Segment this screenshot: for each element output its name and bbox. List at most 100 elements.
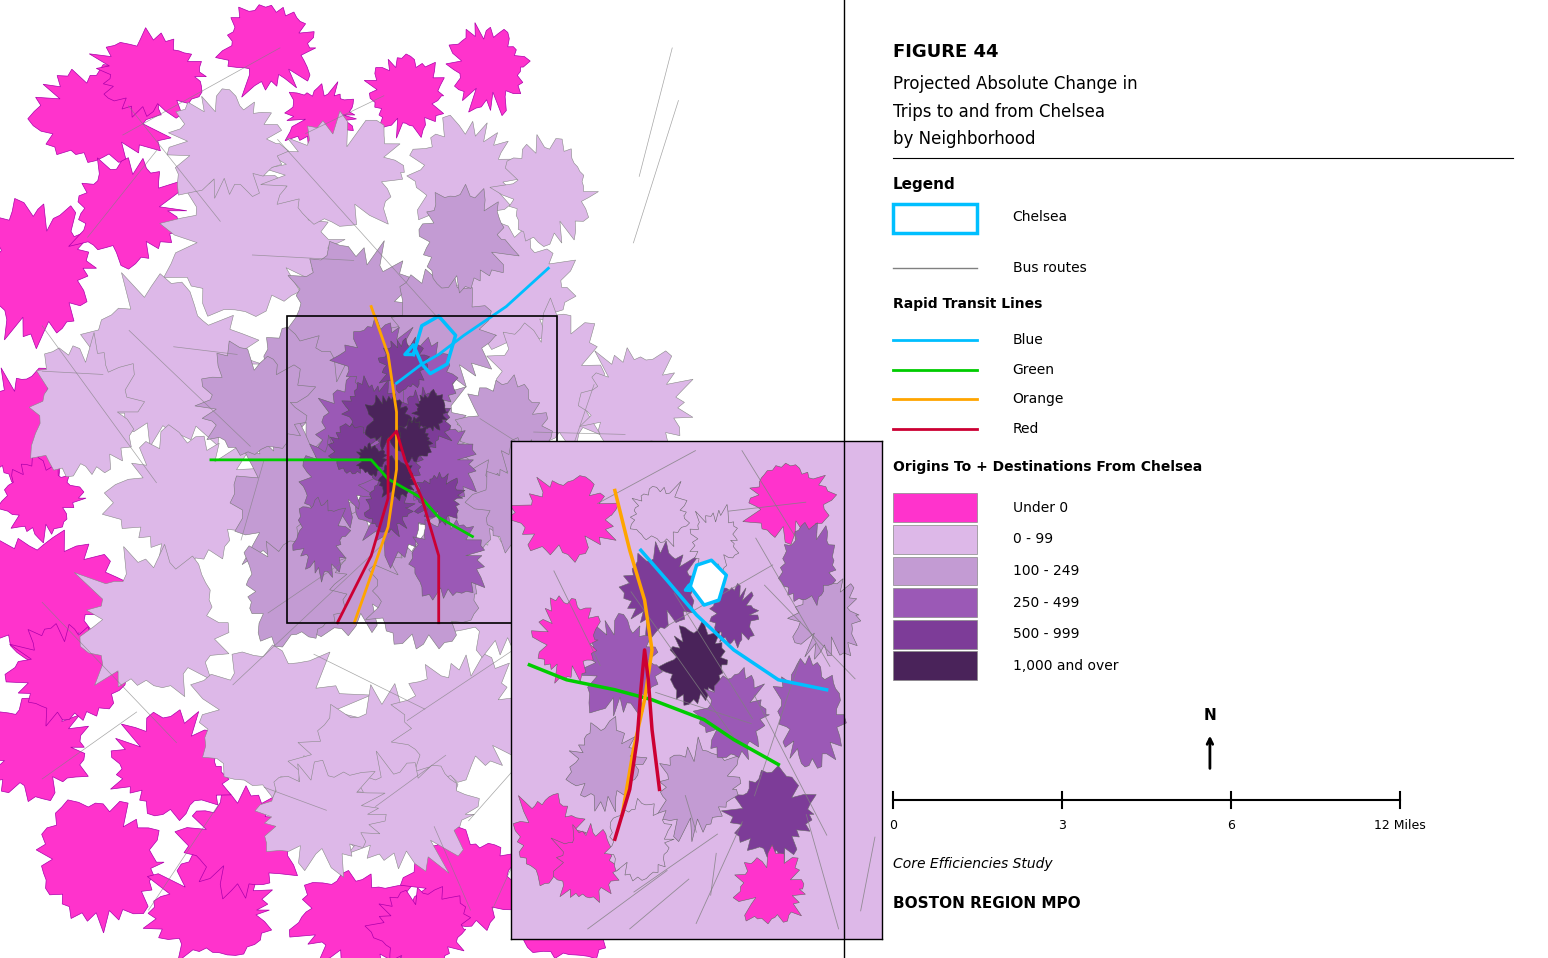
- Polygon shape: [630, 481, 689, 547]
- Polygon shape: [531, 596, 601, 683]
- Text: Orange: Orange: [1012, 393, 1063, 406]
- Polygon shape: [390, 387, 452, 451]
- Bar: [893, 588, 977, 617]
- Polygon shape: [175, 786, 300, 899]
- Polygon shape: [489, 134, 599, 246]
- Polygon shape: [485, 298, 607, 450]
- Polygon shape: [342, 376, 399, 443]
- Polygon shape: [365, 394, 413, 451]
- Text: 100 - 249: 100 - 249: [1012, 564, 1079, 578]
- Polygon shape: [368, 269, 497, 403]
- Polygon shape: [364, 54, 444, 138]
- Polygon shape: [551, 823, 619, 902]
- Polygon shape: [401, 826, 522, 930]
- Polygon shape: [543, 587, 649, 697]
- Polygon shape: [215, 5, 316, 97]
- Polygon shape: [279, 507, 427, 637]
- Polygon shape: [288, 240, 433, 382]
- Polygon shape: [531, 461, 653, 607]
- Text: Projected Absolute Change in: Projected Absolute Change in: [893, 75, 1138, 93]
- Polygon shape: [90, 28, 206, 118]
- Bar: [893, 204, 977, 233]
- Bar: [893, 620, 977, 649]
- Text: Bus routes: Bus routes: [1012, 262, 1087, 275]
- Polygon shape: [260, 111, 404, 226]
- Polygon shape: [743, 463, 836, 544]
- Polygon shape: [455, 375, 553, 485]
- Polygon shape: [709, 583, 759, 648]
- Polygon shape: [364, 425, 423, 490]
- Polygon shape: [401, 418, 477, 504]
- Polygon shape: [330, 315, 415, 410]
- Polygon shape: [293, 497, 351, 582]
- Polygon shape: [36, 800, 164, 933]
- Text: 0 - 99: 0 - 99: [1012, 533, 1053, 546]
- Polygon shape: [579, 348, 694, 467]
- Polygon shape: [656, 620, 728, 705]
- Polygon shape: [409, 513, 485, 600]
- Polygon shape: [396, 417, 433, 464]
- Text: N: N: [1203, 708, 1217, 723]
- Text: Trips to and from Chelsea: Trips to and from Chelsea: [893, 103, 1105, 121]
- Polygon shape: [245, 541, 347, 647]
- Polygon shape: [255, 761, 385, 878]
- Polygon shape: [514, 855, 636, 958]
- Polygon shape: [413, 472, 464, 525]
- Text: Under 0: Under 0: [1012, 501, 1068, 514]
- Polygon shape: [289, 871, 424, 958]
- Polygon shape: [382, 337, 458, 433]
- Bar: [893, 525, 977, 554]
- Text: FIGURE 44: FIGURE 44: [893, 43, 998, 61]
- Bar: [893, 557, 977, 585]
- Polygon shape: [506, 475, 619, 562]
- Bar: [286, 316, 557, 623]
- Text: Origins To + Destinations From Chelsea: Origins To + Destinations From Chelsea: [893, 460, 1203, 474]
- Polygon shape: [690, 504, 738, 572]
- Polygon shape: [5, 624, 127, 726]
- Polygon shape: [433, 519, 580, 659]
- Polygon shape: [328, 423, 376, 474]
- Polygon shape: [299, 435, 378, 528]
- Text: Core Efficiencies Study: Core Efficiencies Study: [893, 857, 1053, 872]
- Text: 1,000 and over: 1,000 and over: [1012, 659, 1118, 673]
- Polygon shape: [288, 683, 475, 850]
- Polygon shape: [772, 655, 847, 768]
- Polygon shape: [437, 223, 576, 352]
- Polygon shape: [378, 337, 430, 393]
- Polygon shape: [0, 368, 82, 498]
- Text: Rapid Transit Lines: Rapid Transit Lines: [893, 297, 1042, 311]
- Polygon shape: [364, 480, 415, 536]
- Polygon shape: [409, 435, 522, 551]
- Polygon shape: [190, 645, 372, 798]
- Polygon shape: [316, 365, 412, 491]
- Polygon shape: [231, 419, 372, 573]
- Polygon shape: [721, 765, 816, 862]
- Polygon shape: [378, 455, 416, 501]
- Polygon shape: [159, 164, 345, 316]
- Polygon shape: [285, 81, 356, 147]
- Polygon shape: [567, 717, 647, 812]
- Text: Blue: Blue: [1012, 333, 1043, 347]
- Polygon shape: [694, 668, 769, 760]
- Polygon shape: [734, 845, 805, 924]
- Polygon shape: [102, 424, 265, 583]
- Polygon shape: [167, 89, 288, 198]
- Polygon shape: [29, 332, 144, 477]
- Polygon shape: [28, 64, 172, 163]
- Polygon shape: [142, 849, 272, 958]
- Polygon shape: [788, 570, 861, 659]
- Polygon shape: [331, 368, 475, 497]
- Polygon shape: [350, 442, 444, 568]
- Polygon shape: [365, 886, 471, 958]
- Polygon shape: [420, 184, 519, 293]
- Text: 0: 0: [889, 819, 896, 833]
- Polygon shape: [365, 533, 478, 649]
- Polygon shape: [512, 793, 587, 886]
- Polygon shape: [80, 273, 262, 447]
- Polygon shape: [779, 522, 836, 605]
- Polygon shape: [337, 751, 480, 874]
- Text: 250 - 499: 250 - 499: [1012, 596, 1079, 609]
- Polygon shape: [407, 115, 523, 232]
- Polygon shape: [110, 710, 231, 821]
- Polygon shape: [68, 158, 187, 269]
